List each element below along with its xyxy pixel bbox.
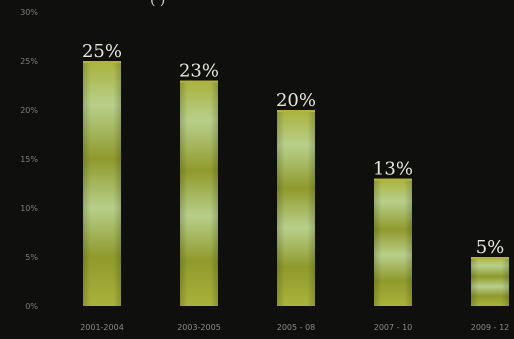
bar (471, 257, 509, 306)
y-axis: 0% 5% 10% 15% 20% 25% 30% (20, 8, 38, 311)
bar (83, 61, 121, 306)
data-label: 13% (373, 159, 413, 180)
bar (374, 178, 412, 306)
bar-top-edge (83, 61, 121, 63)
y-tick-label: 15% (20, 155, 38, 164)
y-tick-label: 0% (25, 302, 38, 311)
data-labels: 25% 23% 20% 13% 5% (82, 41, 504, 258)
bar-shading (374, 178, 412, 306)
x-tick-label: 2005 - 08 (277, 323, 316, 332)
y-tick-label: 25% (20, 57, 38, 66)
data-label: 20% (276, 90, 316, 111)
data-label: 5% (476, 237, 505, 258)
x-tick-label: 2007 - 10 (374, 323, 413, 332)
bar-shading (180, 80, 218, 306)
chart-title-fragment: ( ) (150, 0, 165, 8)
bar (277, 110, 315, 306)
y-tick-label: 10% (20, 204, 38, 213)
y-tick-label: 30% (20, 8, 38, 17)
bar-top-edge (471, 257, 509, 259)
bar-top-edge (374, 178, 412, 181)
x-tick-label: 2003-2005 (177, 323, 221, 332)
bar-shading (471, 257, 509, 306)
bar-shading (83, 61, 121, 306)
data-label: 25% (82, 41, 122, 62)
bar (180, 80, 218, 306)
bar-shading (277, 110, 315, 306)
y-tick-label: 5% (25, 253, 38, 262)
bar-series (83, 61, 509, 306)
x-tick-label: 2001-2004 (80, 323, 124, 332)
data-label: 23% (179, 61, 219, 82)
y-tick-label: 20% (20, 106, 38, 115)
x-axis: 2001-2004 2003-2005 2005 - 08 2007 - 10 2009… (80, 323, 509, 332)
bar-top-edge (180, 80, 218, 83)
bar-top-edge (277, 110, 315, 112)
x-tick-label: 2009 - 12 (471, 323, 510, 332)
